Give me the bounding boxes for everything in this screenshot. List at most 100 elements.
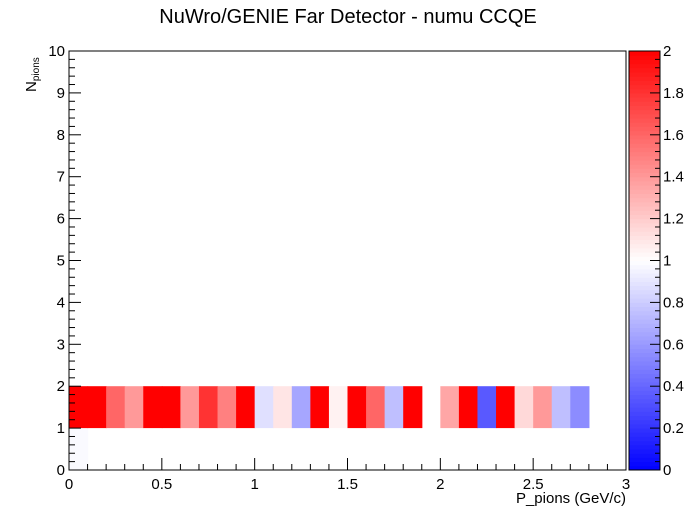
- palette-band: [629, 415, 660, 421]
- palette-band: [629, 323, 660, 329]
- heatmap-cell: [273, 386, 293, 429]
- palette-band: [629, 306, 660, 312]
- y-tick-label: 4: [57, 294, 65, 311]
- palette-band: [629, 247, 660, 253]
- palette-band: [629, 402, 660, 408]
- palette-band: [629, 319, 660, 324]
- palette-band: [629, 457, 660, 463]
- x-tick-label: 2.5: [523, 476, 544, 493]
- heatmap-cell: [514, 386, 534, 429]
- palette-band: [629, 214, 660, 220]
- palette-band: [629, 377, 660, 383]
- y-tick-label: 10: [48, 43, 65, 60]
- palette-band: [629, 147, 660, 153]
- palette-band: [629, 235, 660, 241]
- palette-band: [629, 340, 660, 345]
- palette-band: [629, 155, 660, 161]
- palette-band: [629, 105, 660, 111]
- heatmap-cell: [551, 386, 571, 429]
- heatmap-cell: [69, 386, 89, 429]
- palette-tick-label: 1.2: [663, 211, 684, 228]
- palette-band: [629, 264, 660, 270]
- palette-band: [629, 239, 660, 245]
- palette-band: [629, 314, 660, 320]
- heatmap-cell: [143, 386, 163, 429]
- palette-band: [629, 130, 660, 136]
- palette-band: [629, 369, 660, 375]
- palette-band: [629, 71, 660, 77]
- palette-band: [629, 55, 660, 60]
- palette-band: [629, 80, 660, 86]
- palette-band: [629, 197, 660, 203]
- heatmap-cell: [236, 386, 256, 429]
- palette-band: [629, 436, 660, 442]
- palette-band: [629, 356, 660, 362]
- palette-tick-label: 0.6: [663, 336, 684, 353]
- palette-band: [629, 126, 660, 132]
- palette-band: [629, 331, 660, 337]
- palette-band: [629, 134, 660, 140]
- y-axis: 0 1 2 3 4 5 6 7 8 9 10: [48, 43, 81, 479]
- y-axis-label-sub: pions: [31, 57, 42, 81]
- palette-band: [629, 151, 660, 157]
- palette-band: [629, 298, 660, 303]
- heatmap-cell: [533, 386, 553, 429]
- palette-band: [629, 419, 660, 425]
- palette-band: [629, 222, 660, 228]
- palette-band: [629, 122, 660, 127]
- palette-band: [629, 273, 660, 278]
- palette-band: [629, 373, 660, 379]
- palette-band: [629, 243, 660, 249]
- palette-band: [629, 386, 660, 391]
- palette-band: [629, 361, 660, 366]
- x-axis: 0 0.5 1 1.5 2 2.5 3: [65, 458, 630, 493]
- palette-band: [629, 335, 660, 341]
- palette-band: [629, 218, 660, 224]
- palette-band: [629, 461, 660, 467]
- heatmap-cell: [458, 386, 479, 429]
- palette-band: [629, 51, 660, 56]
- y-tick-label: 8: [57, 127, 65, 144]
- palette-band: [629, 109, 660, 115]
- heatmap-cell: [366, 386, 386, 429]
- palette-band: [629, 76, 660, 81]
- y-tick-label: 2: [57, 378, 65, 395]
- palette-band: [629, 285, 660, 291]
- y-tick-label: 6: [57, 211, 65, 228]
- heatmap-cell: [310, 386, 330, 429]
- x-tick-label: 3: [622, 476, 630, 493]
- y-axis-label: Npions: [23, 57, 42, 92]
- chart-title: NuWro/GENIE Far Detector - numu CCQE: [159, 6, 537, 28]
- palette-band: [629, 423, 660, 429]
- palette-band: [629, 407, 660, 412]
- palette-band: [629, 327, 660, 333]
- y-tick-label: 5: [57, 253, 65, 270]
- y-axis-label-main: N: [23, 81, 40, 92]
- heatmap-cell: [384, 386, 404, 429]
- palette-band: [629, 59, 660, 65]
- palette-band: [629, 101, 660, 106]
- palette-band: [629, 444, 660, 450]
- color-palette: 0 0.2 0.4 0.6 0.8 1 1.2 1.4 1.6 1.8 2: [628, 43, 684, 479]
- palette-band: [629, 428, 660, 433]
- palette-band: [629, 365, 660, 370]
- palette-band: [629, 206, 660, 211]
- y-tick-label: 3: [57, 336, 65, 353]
- heatmap-cell: [347, 386, 367, 429]
- y-tick-label: 1: [57, 420, 65, 437]
- palette-band: [629, 382, 660, 387]
- palette-band: [629, 201, 660, 207]
- palette-band: [629, 97, 660, 102]
- palette-band: [629, 118, 660, 123]
- palette-band: [629, 268, 660, 274]
- palette-band: [629, 432, 660, 437]
- palette-band: [629, 143, 660, 148]
- heatmap-cell: [440, 386, 460, 429]
- palette-band: [629, 277, 660, 282]
- palette-band: [629, 390, 660, 396]
- palette-band: [629, 352, 660, 358]
- palette-band: [629, 411, 660, 417]
- palette-band: [629, 449, 660, 454]
- heatmap-cell: [217, 386, 237, 429]
